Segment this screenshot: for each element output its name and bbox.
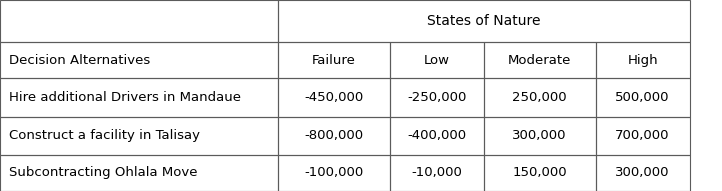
Text: -450,000: -450,000 xyxy=(304,91,364,104)
Text: -10,000: -10,000 xyxy=(412,166,462,179)
Text: 300,000: 300,000 xyxy=(513,129,567,142)
Text: 300,000: 300,000 xyxy=(615,166,670,179)
Text: Hire additional Drivers in Mandaue: Hire additional Drivers in Mandaue xyxy=(9,91,240,104)
Text: Decision Alternatives: Decision Alternatives xyxy=(9,54,150,67)
Text: -400,000: -400,000 xyxy=(407,129,466,142)
Text: 700,000: 700,000 xyxy=(615,129,670,142)
Text: 500,000: 500,000 xyxy=(615,91,670,104)
Text: Subcontracting Ohlala Move: Subcontracting Ohlala Move xyxy=(9,166,197,179)
Text: -800,000: -800,000 xyxy=(305,129,363,142)
Text: -100,000: -100,000 xyxy=(304,166,364,179)
Text: 150,000: 150,000 xyxy=(513,166,567,179)
Text: 250,000: 250,000 xyxy=(513,91,567,104)
Text: States of Nature: States of Nature xyxy=(427,14,541,28)
Text: -250,000: -250,000 xyxy=(407,91,466,104)
Text: Construct a facility in Talisay: Construct a facility in Talisay xyxy=(9,129,200,142)
Text: Low: Low xyxy=(424,54,450,67)
Text: High: High xyxy=(627,54,658,67)
Text: Moderate: Moderate xyxy=(508,54,571,67)
Text: Failure: Failure xyxy=(312,54,356,67)
